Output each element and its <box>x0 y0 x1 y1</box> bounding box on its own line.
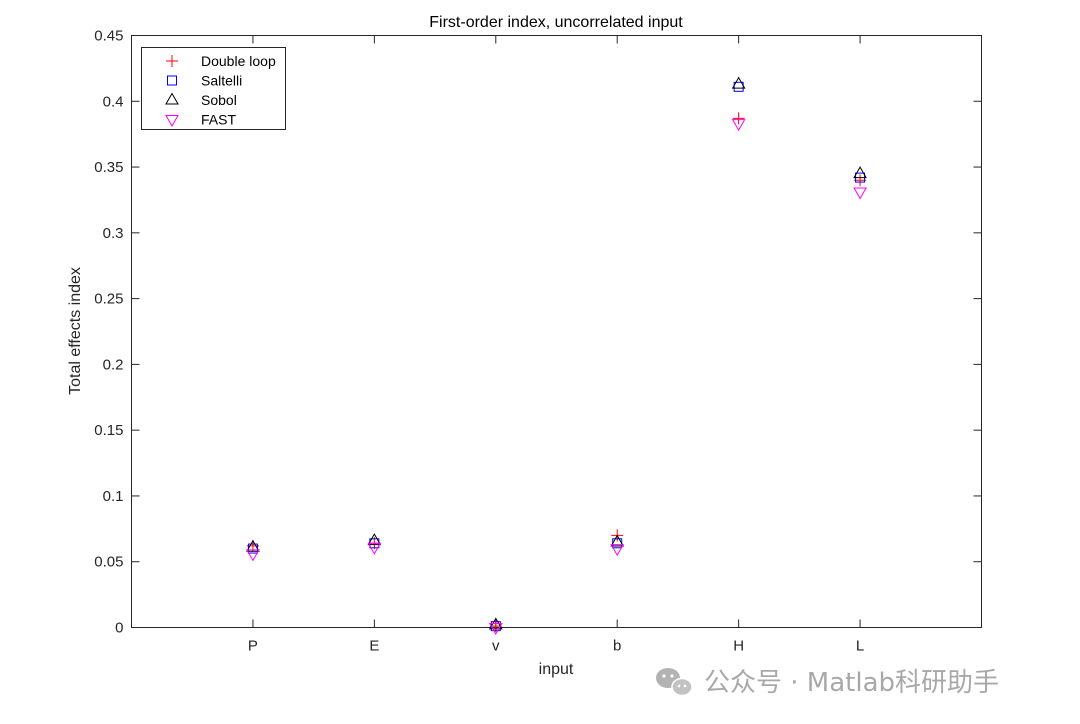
legend-label-fast: FAST <box>201 112 236 128</box>
y-tick-label: 0.35 <box>94 159 123 176</box>
legend-label-double-loop: Double loop <box>201 53 276 69</box>
y-tick-label: 0.1 <box>103 488 124 505</box>
data-point-saltelli <box>733 81 744 92</box>
y-axis: 0 0.05 0.1 0.15 0.2 0.25 0.3 0.35 0.4 0.45 <box>94 28 982 637</box>
data-point-fast <box>488 623 503 636</box>
plot-frame <box>131 35 982 628</box>
data-point-sobol <box>731 76 746 89</box>
data-point-fast <box>853 187 867 200</box>
y-tick-label: 0.3 <box>103 225 124 242</box>
data-point-double-loop <box>732 112 745 125</box>
y-tick-label: 0.2 <box>103 356 124 373</box>
y-axis-label: Total effects index <box>67 267 84 395</box>
legend-marker-saltelli <box>167 75 177 86</box>
x-tick-label: L <box>856 638 864 655</box>
wechat-icon <box>656 668 693 697</box>
x-tick-label: E <box>369 638 379 655</box>
watermark: 公众号 · Matlab科研助手 <box>656 668 999 698</box>
y-tick-label: 0 <box>115 620 123 637</box>
legend: Double loop Saltelli Sobol FAST <box>141 47 286 130</box>
y-tick-label: 0.45 <box>94 28 123 45</box>
legend-label-sobol: Sobol <box>201 92 237 108</box>
data-point-sobol <box>367 533 382 546</box>
data-markers <box>246 76 867 636</box>
legend-marker-fast <box>165 115 179 128</box>
legend-marker-double-loop <box>166 55 178 67</box>
y-tick-label: 0.4 <box>103 93 124 110</box>
y-tick-label: 0.05 <box>94 554 123 571</box>
legend-box <box>141 47 286 130</box>
legend-marker-sobol <box>165 92 179 105</box>
y-tick-label: 0.25 <box>94 291 123 308</box>
x-axis-label: input <box>539 661 574 678</box>
data-point-fast <box>246 549 260 562</box>
data-point-sobol <box>246 539 260 552</box>
data-point-fast <box>731 119 746 132</box>
x-tick-label: b <box>613 638 621 655</box>
data-point-sobol <box>610 534 625 547</box>
x-tick-label: v <box>492 638 500 655</box>
data-point-fast <box>610 544 625 557</box>
watermark-text: 公众号 · Matlab科研助手 <box>704 668 999 698</box>
data-point-fast <box>367 542 382 555</box>
x-tick-label: H <box>733 638 744 655</box>
chart-title: First-order index, uncorrelated input <box>429 14 683 31</box>
legend-label-saltelli: Saltelli <box>201 73 242 89</box>
y-tick-label: 0.15 <box>94 422 123 439</box>
x-tick-label: P <box>248 638 258 655</box>
data-point-sobol <box>853 166 867 179</box>
